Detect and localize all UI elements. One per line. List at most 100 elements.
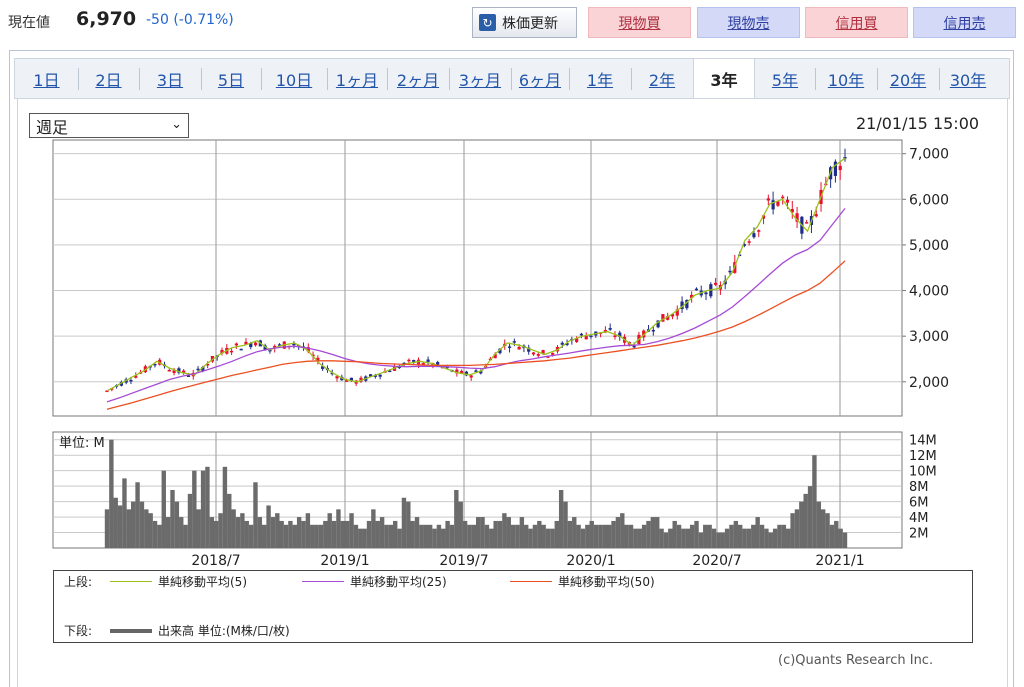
price-plot-frame xyxy=(52,139,903,417)
volume-bar xyxy=(314,524,319,548)
chevron-down-icon: ⌄ xyxy=(171,117,182,132)
candle-body xyxy=(345,379,349,382)
x-tick-label: 2019/1 xyxy=(320,553,369,569)
tab-range-5[interactable]: 1ヶ月 xyxy=(335,70,379,90)
tab-range-8[interactable]: 6ヶ月 xyxy=(518,70,562,90)
volume-bar xyxy=(362,528,367,548)
tab-range-14[interactable]: 20年 xyxy=(889,70,927,90)
volume-bar xyxy=(327,513,332,548)
volume-bar xyxy=(113,497,118,548)
volume-bar xyxy=(820,509,826,548)
volume-bar xyxy=(148,513,153,548)
volume-bar xyxy=(576,524,581,548)
volume-bar xyxy=(410,520,415,548)
candle-body xyxy=(349,377,354,381)
tab-range-4[interactable]: 10日 xyxy=(275,70,313,90)
volume-tick-label: 12M xyxy=(909,449,937,464)
volume-bar xyxy=(371,509,376,548)
tab-range-2[interactable]: 3日 xyxy=(156,70,184,90)
volume-bar xyxy=(716,532,721,548)
volume-bar xyxy=(366,520,372,548)
tab-separator xyxy=(78,68,79,90)
candle-body xyxy=(608,328,612,330)
candle-body xyxy=(690,294,694,299)
period-select[interactable]: 週足 ⌄ xyxy=(29,113,189,138)
tab-range-12[interactable]: 5年 xyxy=(771,70,799,90)
volume-bar xyxy=(205,466,210,548)
candle-body xyxy=(263,345,267,351)
candle-body xyxy=(632,344,636,348)
volume-bar xyxy=(611,520,616,548)
chart-legend: 上段: 単純移動平均(5) 単純移動平均(25) 単純移動平均(50) 下段: … xyxy=(53,570,973,643)
volume-bar xyxy=(724,528,730,548)
tab-range-0[interactable]: 1日 xyxy=(33,70,60,90)
margin-buy-button[interactable]: 信用買 xyxy=(805,7,908,38)
volume-bar xyxy=(213,520,219,548)
copyright-credit: (c)Quants Research Inc. xyxy=(778,653,934,668)
candle-body xyxy=(833,161,838,176)
tab-range-15[interactable]: 30年 xyxy=(949,70,987,90)
candle-body xyxy=(292,343,296,346)
x-tick-label: 2020/1 xyxy=(566,553,615,569)
price-tick-label: 3,000 xyxy=(909,329,949,345)
tab-range-9[interactable]: 1年 xyxy=(586,70,614,90)
candle-body xyxy=(838,165,842,171)
tab-range-1[interactable]: 2日 xyxy=(95,70,122,90)
volume-bar xyxy=(310,524,315,548)
volume-bar xyxy=(751,524,756,548)
volume-bar xyxy=(462,520,468,548)
volume-bar xyxy=(764,528,769,548)
margin-sell-button[interactable]: 信用売 xyxy=(913,7,1016,38)
volume-bar xyxy=(633,528,638,548)
tab-range-10[interactable]: 2年 xyxy=(648,70,676,90)
volume-bar xyxy=(816,501,821,548)
volume-bar xyxy=(563,501,568,548)
volume-bar xyxy=(711,528,717,548)
candle-body xyxy=(546,356,550,358)
candle-body xyxy=(436,362,440,365)
candle-body xyxy=(575,338,579,342)
candle-body xyxy=(589,335,593,338)
candle-body xyxy=(517,346,521,350)
volume-bar xyxy=(681,528,686,548)
tab-range-3[interactable]: 5日 xyxy=(217,70,245,90)
refresh-label: 株価更新 xyxy=(502,15,558,32)
candle-body xyxy=(105,390,109,393)
tab-range-13[interactable]: 10年 xyxy=(827,70,865,90)
candle-body xyxy=(661,314,665,322)
candle-body xyxy=(182,370,186,374)
legend-ma25: 単純移動平均(25) xyxy=(302,573,447,590)
volume-bar xyxy=(733,520,739,548)
cash-sell-button[interactable]: 現物売 xyxy=(697,7,800,38)
volume-bar xyxy=(685,528,690,548)
volume-bar xyxy=(707,524,712,548)
tab-range-6[interactable]: 2ヶ月 xyxy=(396,70,440,90)
candle-body xyxy=(460,370,464,374)
volume-bar xyxy=(541,524,546,548)
volume-bar xyxy=(790,513,795,548)
candle-body xyxy=(704,292,708,295)
volume-bar xyxy=(650,517,656,548)
volume-bar xyxy=(663,532,669,548)
candle-body xyxy=(814,214,818,217)
volume-unit-label: 単位: M xyxy=(59,435,105,451)
candle-body xyxy=(129,379,133,382)
price-tick-label: 6,000 xyxy=(909,192,949,208)
chart-timestamp: 21/01/15 15:00 xyxy=(856,114,980,133)
candle-body xyxy=(234,343,238,346)
candle-body xyxy=(785,199,790,203)
legend-volume-swatch xyxy=(110,628,152,633)
tab-range-11[interactable]: 3年 xyxy=(693,58,755,99)
volume-bar xyxy=(336,509,341,548)
tab-separator xyxy=(939,68,940,90)
volume-bar xyxy=(445,520,450,548)
candle-body xyxy=(584,335,588,340)
candle-body xyxy=(316,357,320,362)
tab-range-7[interactable]: 3ヶ月 xyxy=(458,70,502,90)
candle-body xyxy=(277,344,282,346)
candle-body xyxy=(565,343,569,346)
cash-buy-button[interactable]: 現物買 xyxy=(588,7,691,38)
volume-bar xyxy=(803,493,808,548)
candle-body xyxy=(469,375,473,378)
refresh-price-button[interactable]: ↻ 株価更新 xyxy=(472,7,577,38)
